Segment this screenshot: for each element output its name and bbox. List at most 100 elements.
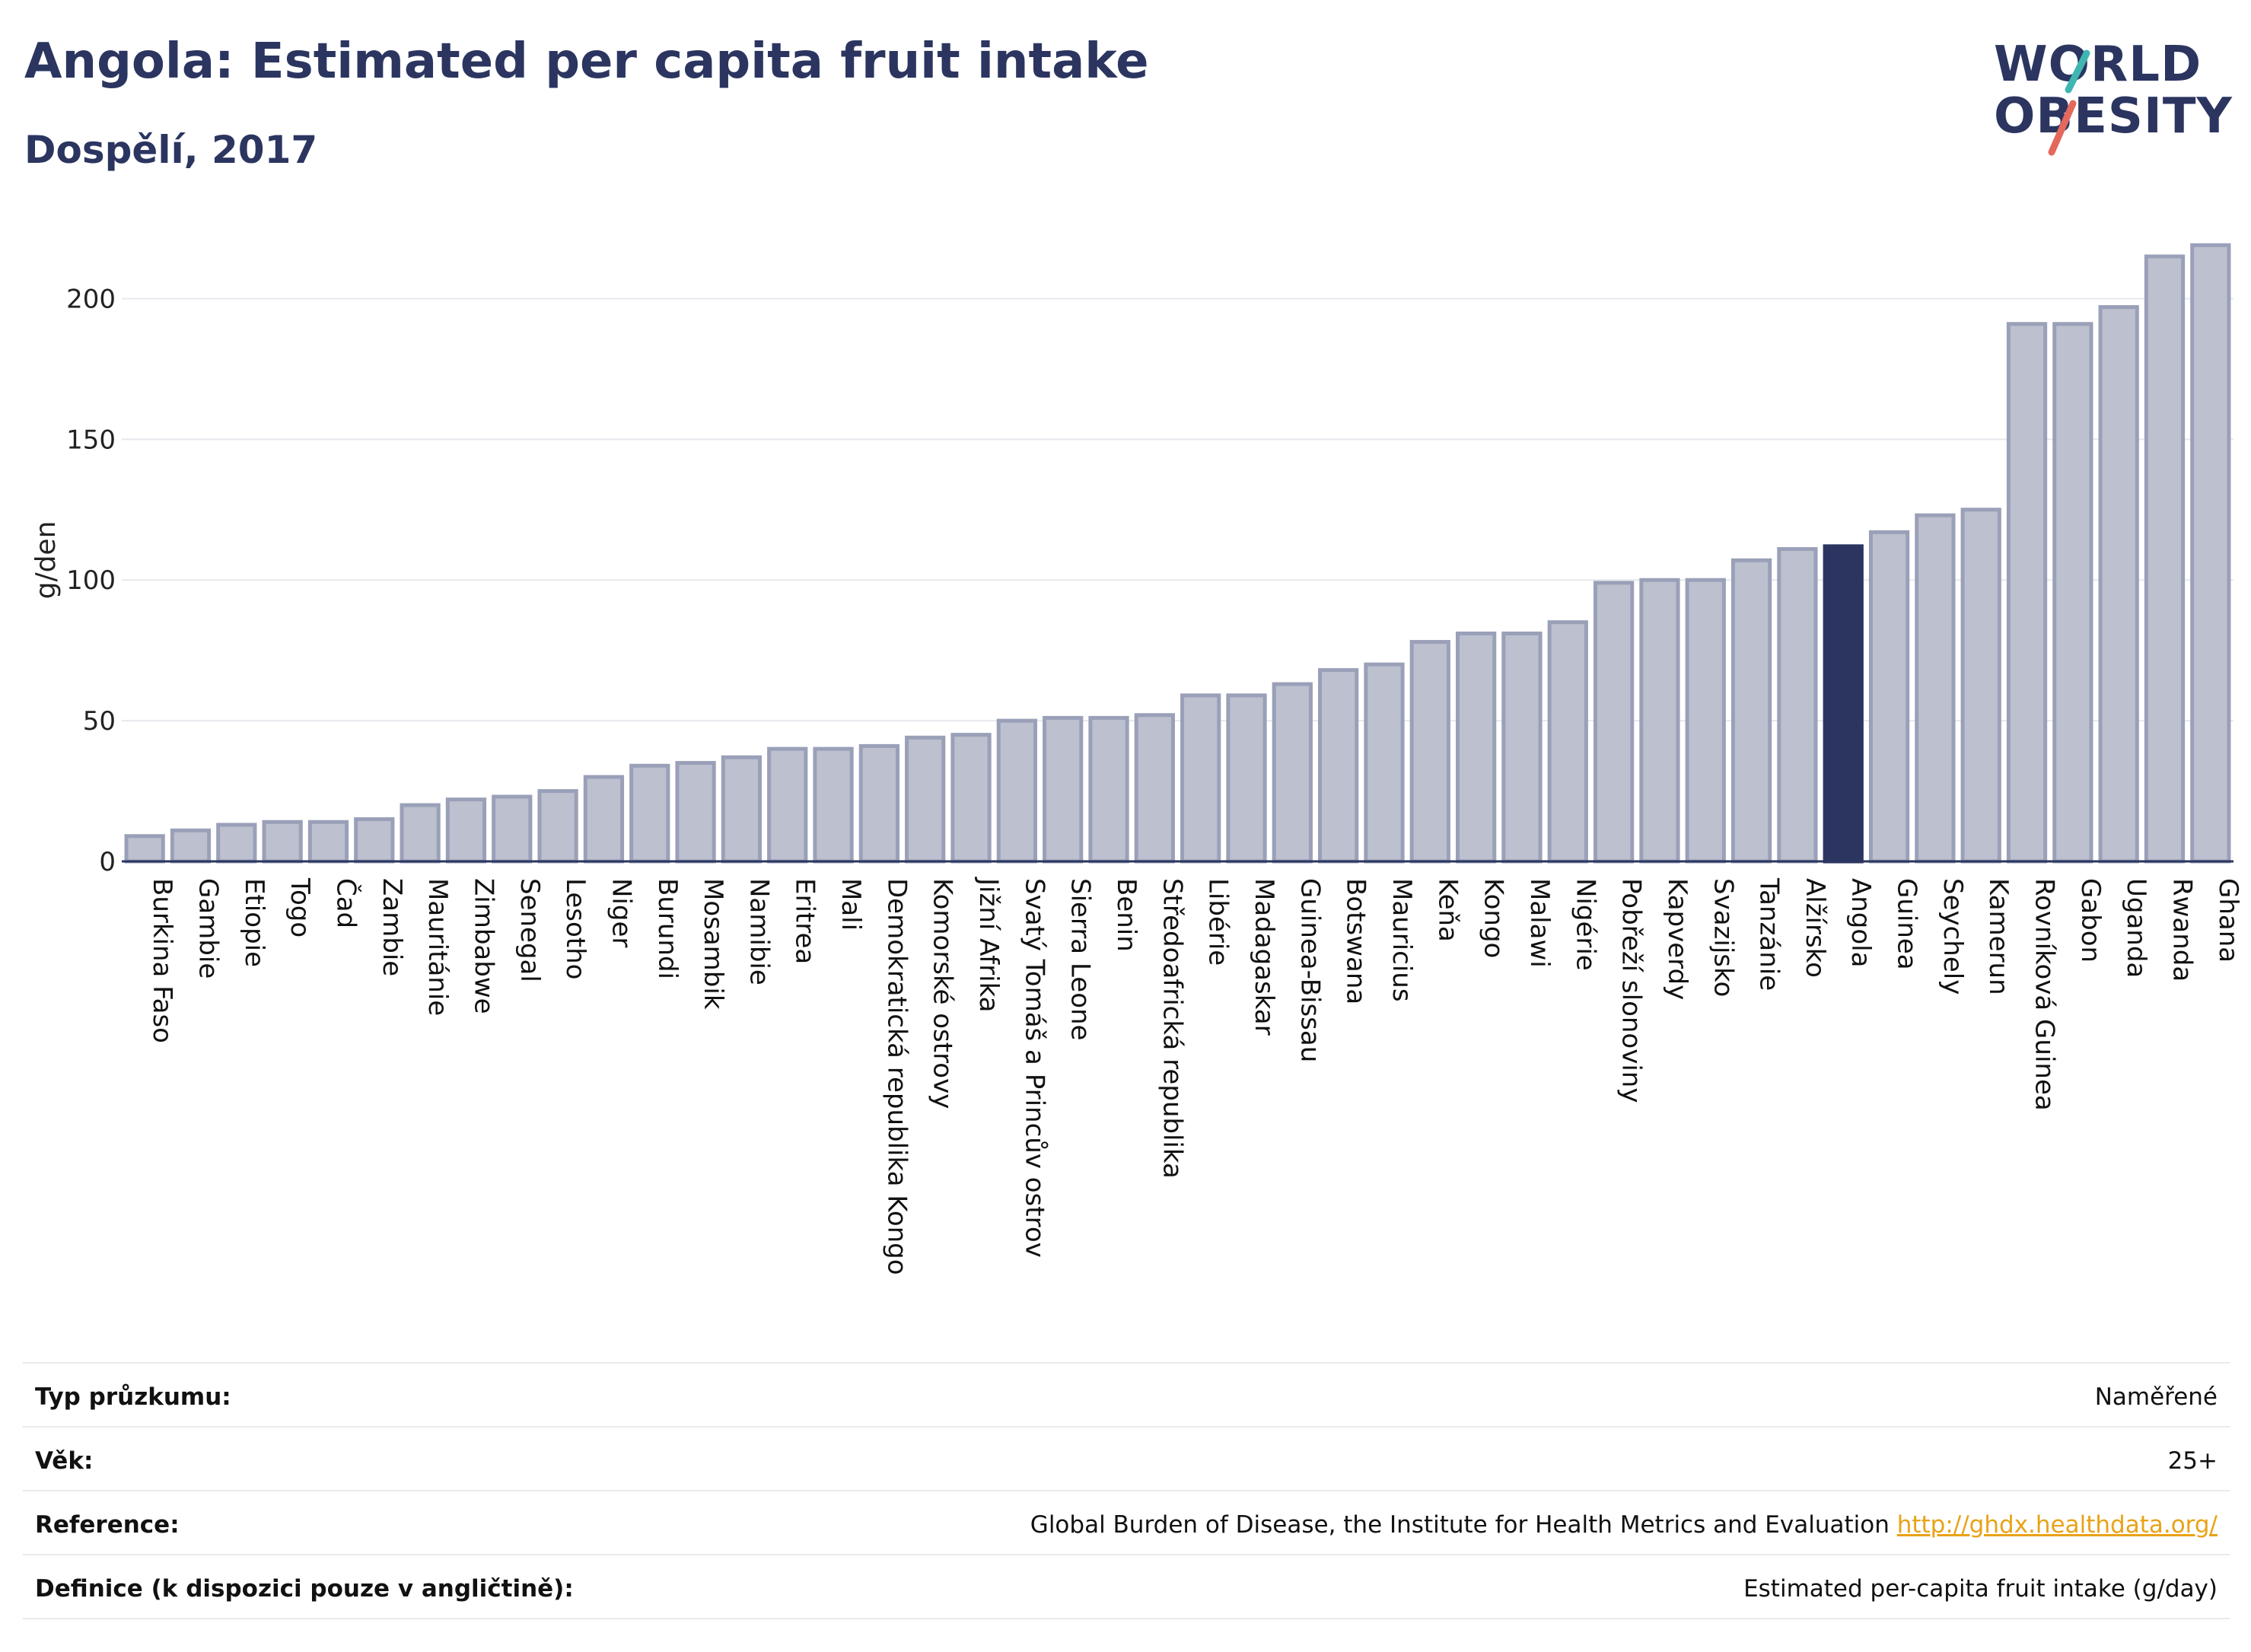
info-table: Typ průzkumu: Naměřené Věk: 25+ Referenc… [23, 1362, 2230, 1619]
x-tick-label: Komorské ostrovy [928, 878, 958, 1109]
bar [1777, 547, 1818, 864]
x-tick-label: Seychely [1937, 878, 1968, 995]
x-tick-label: Gambie [193, 878, 223, 979]
bar [1547, 620, 1588, 864]
y-tick-label: 150 [66, 425, 116, 455]
x-tick-label: Madagaskar [1249, 878, 1279, 1036]
x-tick-label: Svatý Tomáš a Princův ostrov [1019, 878, 1049, 1258]
info-row-survey-type: Typ průzkumu: Naměřené [23, 1362, 2230, 1426]
x-tick-label: Lesotho [560, 878, 591, 979]
bar [354, 817, 395, 864]
reference-text: Global Burden of Disease, the Institute … [1030, 1511, 1890, 1539]
bar [400, 803, 441, 864]
info-value: Naměřené [2094, 1383, 2218, 1411]
x-tick-label: Namibie [743, 878, 774, 985]
x-tick-label: Etiopie [239, 878, 269, 967]
bar [445, 797, 487, 864]
x-tick-label: Pobřeží slonoviny [1616, 878, 1647, 1103]
x-tick-label: Angola [1845, 878, 1876, 967]
x-tick-label: Gabon [2075, 878, 2106, 963]
x-tick-label: Ghana [2213, 878, 2243, 963]
bar [1868, 530, 1910, 864]
bar [1960, 508, 2001, 864]
info-value: 25+ [2167, 1447, 2218, 1475]
bar [1364, 662, 1405, 864]
x-tick-label: Mauritánie [422, 878, 453, 1016]
chart-subtitle: Dospělí, 2017 [24, 128, 318, 172]
bar [2052, 322, 2093, 864]
bar [1088, 715, 1129, 864]
x-tick-label: Niger [606, 878, 636, 947]
bar [1455, 631, 1497, 864]
bar [124, 834, 165, 864]
bar [1226, 693, 1267, 864]
x-tick-label: Senegal [514, 878, 545, 982]
x-tick-label: Togo [285, 877, 315, 937]
x-tick-label: Keňa [1432, 878, 1463, 942]
x-tick-label: Alžírsko [1800, 878, 1830, 978]
bar [2190, 243, 2231, 864]
x-tick-label: Nigérie [1570, 878, 1600, 971]
bar [721, 755, 763, 864]
info-row-age: Věk: 25+ [23, 1426, 2230, 1490]
chart-title: Angola: Estimated per capita fruit intak… [24, 33, 1149, 90]
bar [858, 743, 900, 864]
reference-link[interactable]: http://ghdx.healthdata.org/ [1896, 1511, 2218, 1539]
bar [996, 718, 1037, 864]
info-label: Definice (k dispozici pouze v angličtině… [35, 1575, 574, 1603]
bar-chart: 0 50 100 150 200 g/den Burkina Faso Gambie Etiop… [30, 243, 2243, 1275]
bar [1685, 578, 1726, 864]
bar [629, 763, 670, 864]
bar [2144, 254, 2186, 864]
bar [950, 733, 992, 864]
x-tick-label: Rwanda [2167, 878, 2198, 982]
info-row-reference: Reference: Global Burden of Disease, the… [23, 1490, 2230, 1554]
logo-line-1: WORLD [1994, 37, 2202, 93]
info-value: Global Burden of Disease, the Institute … [1030, 1511, 2218, 1539]
x-tick-label: Zimbabwe [468, 878, 498, 1014]
bar [583, 775, 625, 864]
x-tick-label: Mosambik [698, 878, 728, 1010]
x-tick-label: Jižní Afrika [973, 877, 1004, 1013]
y-tick-label: 0 [99, 847, 116, 877]
bar [2006, 322, 2048, 864]
x-tick-label: Malawi [1524, 878, 1555, 968]
x-tick-label: Demokratická republika Kongo [881, 878, 912, 1275]
info-label: Typ průzkumu: [35, 1383, 231, 1411]
bar [905, 735, 946, 864]
x-tick-label: Libérie [1203, 878, 1234, 966]
x-tick-label: Burundi [652, 878, 683, 979]
x-tick-label: Čad [330, 878, 361, 928]
bar [813, 746, 854, 864]
logo-slash-icon [2048, 49, 2090, 156]
info-label: Reference: [35, 1511, 180, 1539]
bar [2098, 305, 2139, 864]
bar [1915, 513, 1956, 864]
x-tick-label: Kamerun [1983, 878, 2014, 995]
bar [675, 761, 716, 864]
y-tick-label: 100 [66, 565, 116, 596]
x-tick-label: Guinea-Bissau [1294, 878, 1325, 1062]
x-tick-label: Tanzánie [1754, 877, 1785, 991]
x-tick-label: Svazijsko [1708, 878, 1738, 997]
bar [170, 828, 212, 864]
bar [262, 820, 303, 864]
bar [307, 820, 349, 864]
x-tick-label: Rovníková Guinea [2030, 878, 2060, 1111]
bar [1272, 682, 1313, 864]
logo-line-2: OBESITY [1994, 88, 2233, 145]
bar [1409, 640, 1450, 864]
bar [1501, 631, 1543, 864]
info-row-definition: Definice (k dispozici pouze v angličtině… [23, 1554, 2230, 1619]
x-tick-label: Kongo [1479, 878, 1509, 958]
info-value: Estimated per-capita fruit intake (g/day… [1743, 1575, 2218, 1603]
bar [1823, 544, 1864, 864]
bar [1134, 713, 1175, 864]
x-tick-label: Eritrea [790, 878, 820, 964]
y-tick-label: 50 [83, 706, 116, 737]
x-tick-label: Benin [1111, 878, 1141, 952]
x-tick-label: Burkina Faso [147, 878, 177, 1043]
bar [1639, 578, 1680, 864]
x-tick-label: Sierra Leone [1065, 878, 1096, 1040]
x-tick-label: Uganda [2121, 878, 2151, 978]
